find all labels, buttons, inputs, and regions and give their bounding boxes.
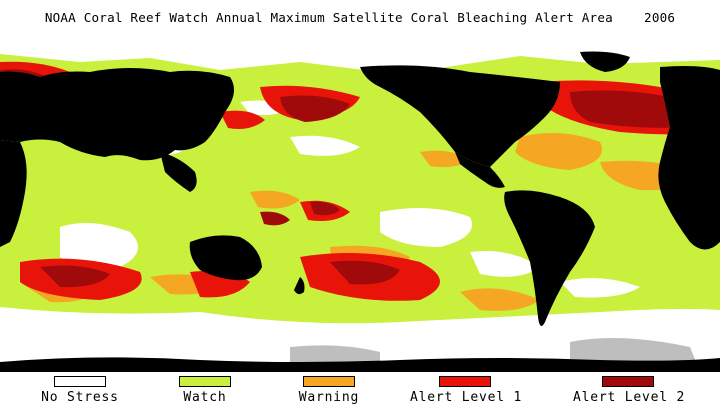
land-north-america	[360, 65, 560, 167]
arctic-ice	[0, 42, 720, 72]
land-africa	[0, 140, 27, 247]
legend-label-warning: Warning	[298, 390, 360, 405]
alert-area-map	[0, 42, 720, 372]
land-central-america	[455, 152, 505, 188]
legend-label-watch: Watch	[183, 390, 227, 405]
legend-swatch-no-stress	[54, 376, 106, 387]
legend-swatch-alert-level-2	[602, 376, 654, 387]
legend-item-alert-level-1: Alert Level 1	[410, 376, 523, 405]
alert-level-2-areas	[0, 69, 693, 288]
legend-label-alert-level-2: Alert Level 2	[573, 390, 686, 405]
legend-swatch-watch	[179, 376, 231, 387]
land-masses	[0, 51, 720, 372]
legend-swatch-warning	[303, 376, 355, 387]
legend-swatch-alert-level-1	[439, 376, 491, 387]
legend-item-watch: Watch	[150, 376, 260, 405]
legend-item-warning: Warning	[274, 376, 384, 405]
land-new-zealand	[294, 277, 305, 295]
legend: No Stress Watch Warning Alert Level 1 Al…	[0, 376, 720, 411]
land-se-asia	[160, 152, 197, 192]
land-south-america	[504, 190, 595, 326]
land-europe-africa	[658, 66, 720, 250]
land-greenland	[580, 51, 630, 72]
legend-label-no-stress: No Stress	[41, 390, 119, 405]
legend-item-no-stress: No Stress	[25, 376, 135, 405]
legend-item-alert-level-2: Alert Level 2	[573, 376, 686, 405]
land-antarctica	[0, 357, 720, 372]
legend-label-alert-level-1: Alert Level 1	[410, 390, 523, 405]
land-australia	[189, 235, 262, 281]
land-asia	[0, 68, 234, 161]
map-title: NOAA Coral Reef Watch Annual Maximum Sat…	[44, 10, 676, 25]
